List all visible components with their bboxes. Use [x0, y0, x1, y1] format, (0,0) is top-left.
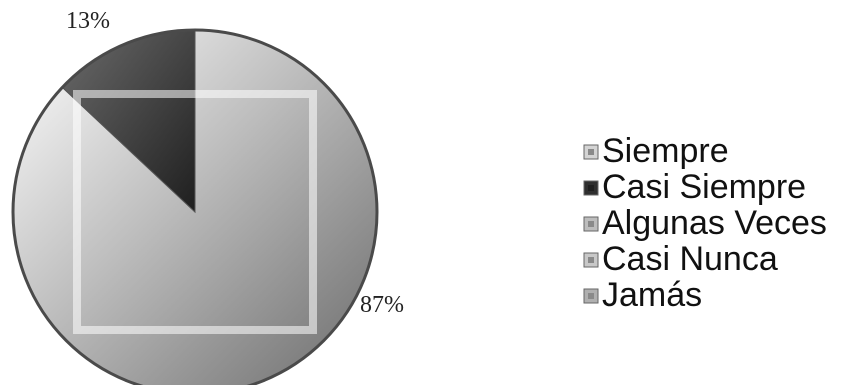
legend-swatch-bevel-casi-siempre	[588, 185, 594, 191]
data-label-casi-siempre: 13%	[66, 8, 110, 34]
legend-label-casi-siempre: Casi Siempre	[602, 168, 806, 206]
legend-label-algunas-veces: Algunas Veces	[602, 204, 827, 242]
data-label-siempre: 87%	[360, 292, 404, 318]
pie-bevel	[73, 90, 317, 334]
pie-rim	[11, 28, 379, 385]
legend-swatch-bevel-casi-nunca	[588, 257, 594, 263]
legend-swatch-bevel-jamas	[588, 293, 594, 299]
legend-swatch-bevel-siempre	[588, 149, 594, 155]
legend-label-jamas: Jamás	[602, 276, 702, 314]
legend-swatch-bevel-algunas-veces	[588, 221, 594, 227]
legend-label-casi-nunca: Casi Nunca	[602, 240, 778, 278]
legend-label-siempre: Siempre	[602, 132, 729, 170]
